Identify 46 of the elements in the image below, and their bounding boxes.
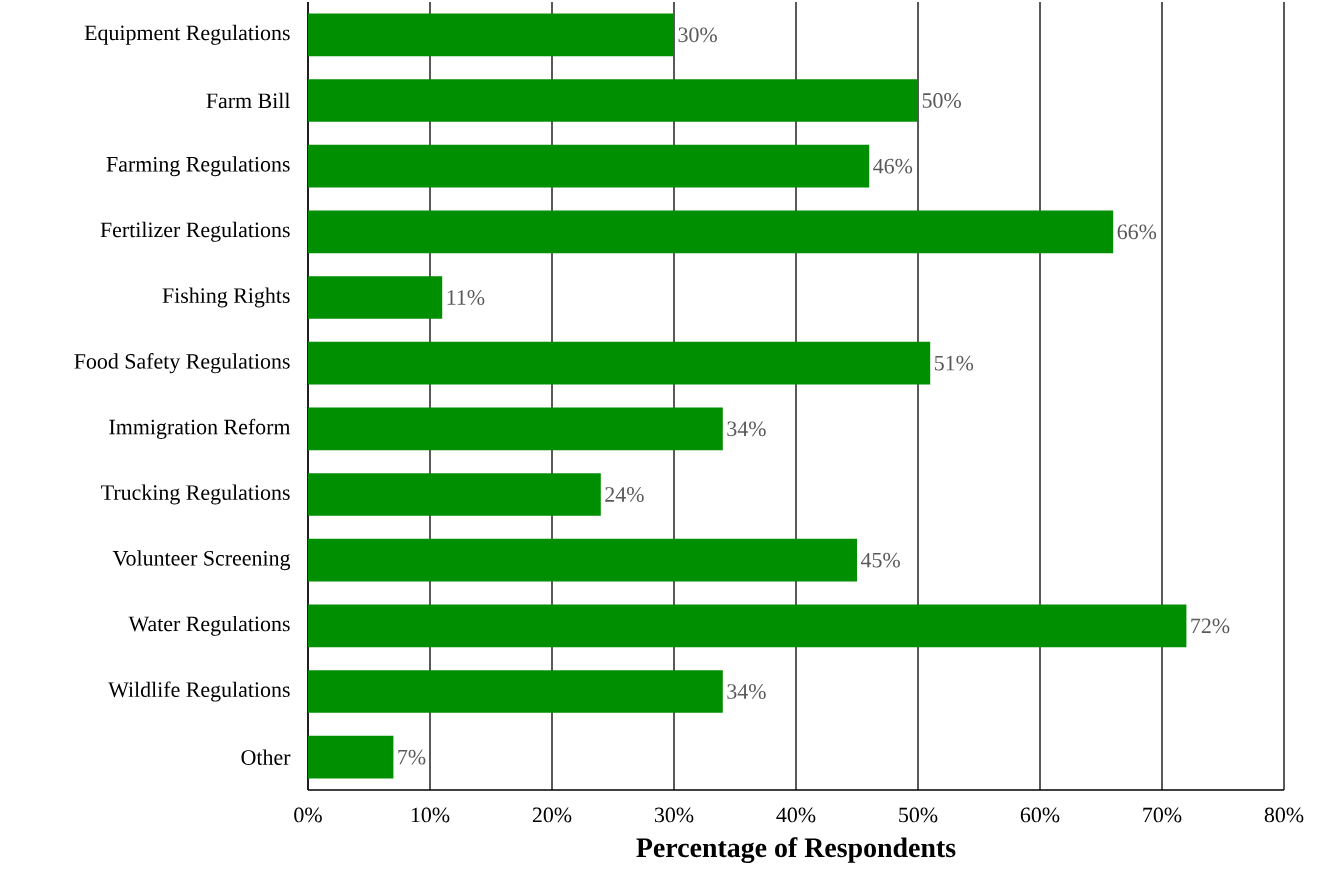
x-tick-label: 10%	[411, 807, 450, 823]
bar	[308, 735, 394, 779]
data-label: 50%	[922, 93, 961, 108]
x-tick-label: 40%	[776, 807, 816, 823]
bar	[308, 538, 857, 582]
y-tick-label: Fertilizer Regulations	[100, 221, 290, 242]
x-tick-label: 50%	[899, 807, 938, 823]
y-tick-label: Volunteer Screening	[112, 550, 291, 571]
y-tick-label: Wildlife Regulations	[108, 681, 290, 702]
x-tick-label: 80%	[1264, 807, 1304, 823]
data-label: 72%	[1191, 618, 1230, 634]
bar	[308, 407, 723, 451]
data-label: 34%	[727, 421, 766, 437]
data-label: 51%	[935, 355, 974, 371]
y-tick-label: Equipment Regulations	[84, 24, 290, 45]
y-tick-label: Trucking Regulations	[101, 484, 290, 505]
y-tick-label: Farming Regulations	[106, 156, 290, 177]
y-tick-label: Immigration Reform	[109, 418, 291, 439]
bar	[308, 210, 1114, 254]
bar	[308, 670, 723, 713]
x-tick-label: 30%	[654, 807, 694, 823]
data-label: 45%	[860, 552, 900, 568]
bar	[308, 473, 601, 516]
x-tick-label: 20%	[532, 807, 572, 823]
bar	[308, 13, 674, 57]
data-label: 34%	[727, 684, 766, 699]
data-label: 24%	[605, 487, 644, 502]
data-label: 30%	[678, 27, 717, 43]
data-label: 66%	[1117, 224, 1157, 240]
y-tick-label: Water Regulations	[128, 615, 290, 636]
y-tick-label: Fishing Rights	[162, 287, 290, 308]
x-axis-title: Percentage of Respondents	[636, 837, 956, 864]
bar	[308, 144, 870, 188]
x-tick-label: 0%	[294, 807, 322, 823]
bar	[308, 604, 1187, 648]
data-label: 7%	[398, 749, 426, 765]
y-tick-label: Farm Bill	[206, 92, 291, 109]
x-tick-label: 70%	[1143, 807, 1182, 823]
bar	[308, 341, 931, 385]
y-tick-label: Food Safety Regulations	[74, 353, 290, 374]
bar	[308, 79, 918, 122]
bar	[308, 276, 443, 319]
data-label: 46%	[873, 158, 913, 174]
x-tick-label: 60%	[1020, 807, 1060, 823]
data-label: 11%	[447, 290, 485, 305]
y-tick-label: Other	[241, 749, 291, 765]
